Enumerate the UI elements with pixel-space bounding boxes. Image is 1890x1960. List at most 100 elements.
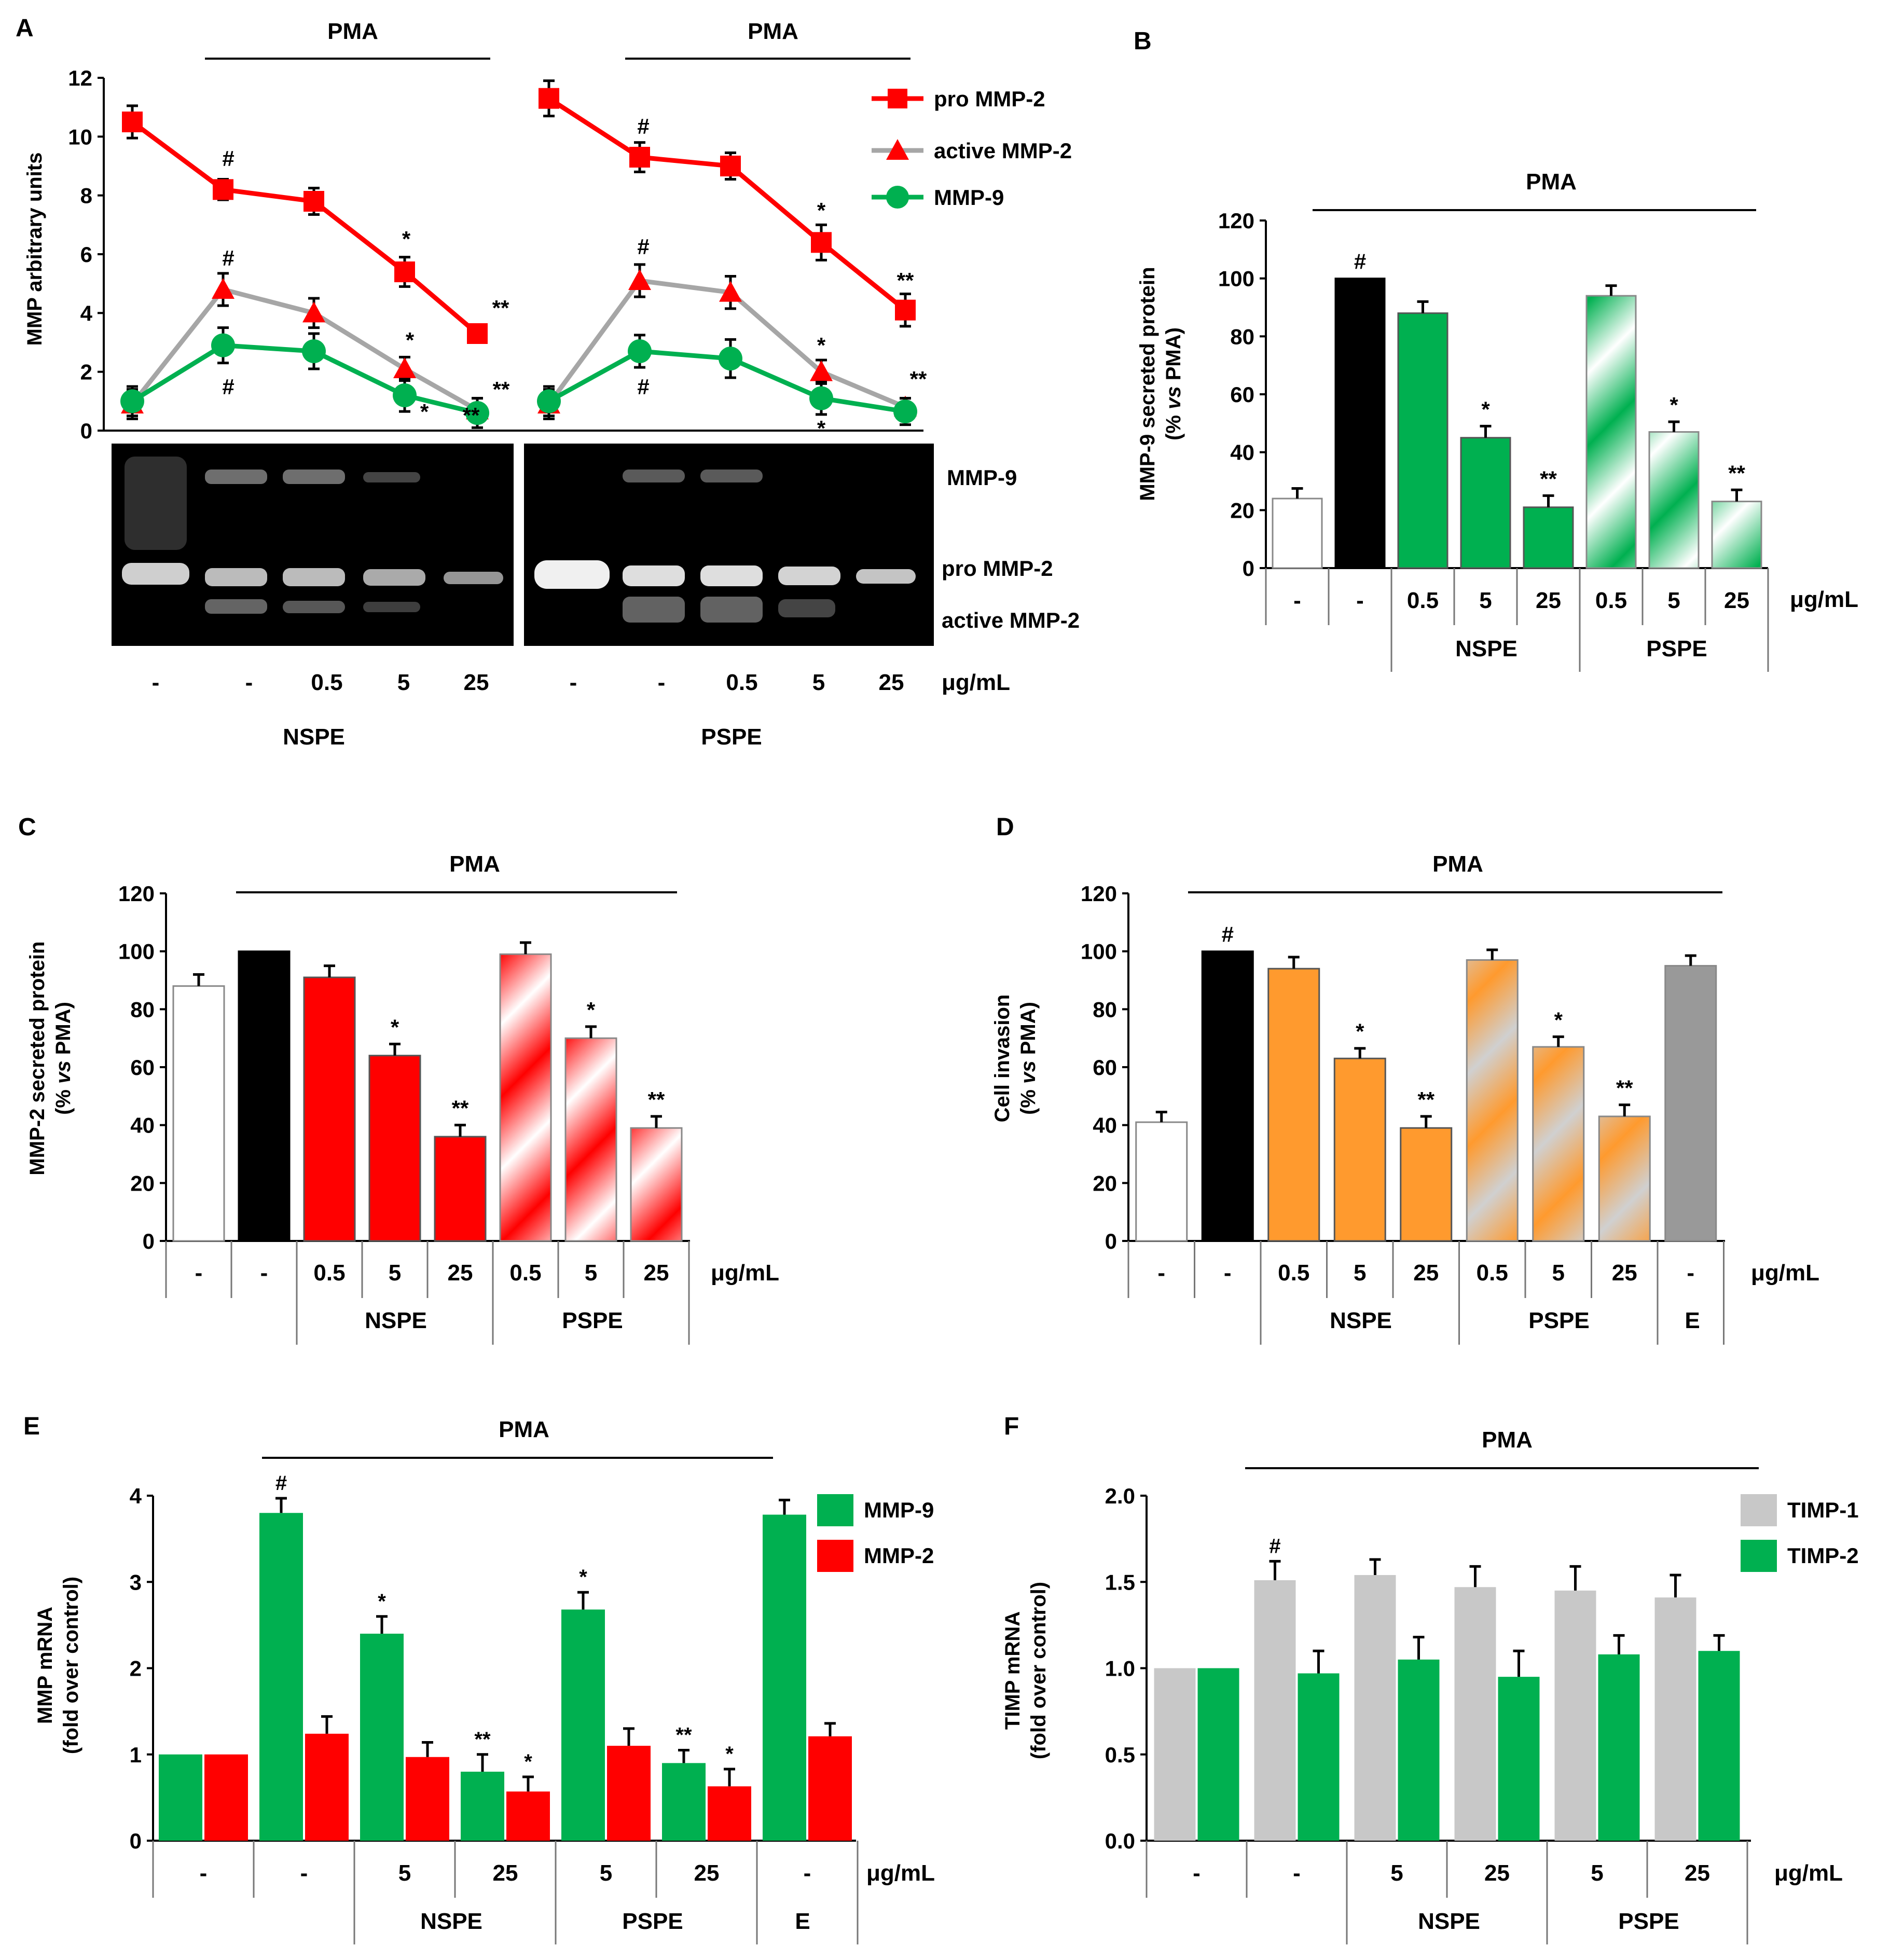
panel-c-letter: C bbox=[18, 813, 36, 841]
x-category-label: 0.5 bbox=[311, 670, 342, 695]
panel-d-ylabel-1: Cell invasion bbox=[991, 995, 1014, 1123]
bar-mmp-9 bbox=[461, 1772, 504, 1841]
significance-label: * bbox=[1481, 397, 1490, 421]
significance-label: # bbox=[1222, 922, 1234, 947]
y-tick-label: 0 bbox=[130, 1829, 142, 1853]
panel-a-nspe: NSPE bbox=[283, 724, 345, 750]
panel-c-ylabel-2: (% vs PMA) bbox=[52, 1002, 75, 1115]
panel-f-nspe: NSPE bbox=[1418, 1909, 1480, 1934]
bar-mmp-2 bbox=[708, 1786, 751, 1841]
x-category-label: - bbox=[570, 670, 577, 695]
bar-timp-1 bbox=[1154, 1668, 1196, 1841]
legend-e-mmp2: MMP-2 bbox=[864, 1543, 934, 1568]
bar bbox=[1532, 1046, 1585, 1242]
x-category-label: 0.5 bbox=[1278, 1260, 1309, 1286]
y-tick-label: 60 bbox=[1093, 1055, 1117, 1080]
significance-label: # bbox=[637, 234, 649, 259]
bar bbox=[1664, 965, 1717, 1242]
panel-a-pspe: PSPE bbox=[701, 724, 762, 750]
bar bbox=[1648, 431, 1700, 569]
significance-label: * bbox=[1554, 1007, 1563, 1032]
x-category-label: - bbox=[804, 1860, 811, 1886]
x-category-label: 5 bbox=[1591, 1860, 1603, 1886]
marker-square bbox=[213, 179, 233, 200]
x-category-label: 25 bbox=[464, 670, 489, 695]
x-category-label: 25 bbox=[1612, 1260, 1637, 1286]
legend-swatch-timp2 bbox=[1741, 1540, 1777, 1572]
legend-f-timp2: TIMP-2 bbox=[1787, 1543, 1859, 1568]
legend-swatch-mmp2 bbox=[817, 1540, 853, 1572]
panel-b-unit: μg/mL bbox=[1790, 587, 1858, 612]
significance-label: ** bbox=[474, 1728, 491, 1751]
marker-square bbox=[394, 261, 415, 282]
significance-label: ** bbox=[648, 1087, 665, 1112]
y-tick-label: 60 bbox=[130, 1055, 155, 1080]
significance-label: * bbox=[391, 1015, 399, 1039]
panel-a-y-ticks: 0 2 4 6 8 10 12 bbox=[68, 66, 104, 443]
panel-e-ylabel-1: MMP mRNA bbox=[34, 1607, 57, 1724]
bar bbox=[1397, 312, 1448, 569]
marker-circle bbox=[628, 339, 652, 363]
panel-a-pma-left: PMA bbox=[327, 19, 378, 44]
bar bbox=[1400, 1127, 1453, 1242]
y-tick-label: 1.0 bbox=[1105, 1657, 1135, 1681]
x-category-label: - bbox=[195, 1260, 203, 1286]
x-category-label: - bbox=[300, 1860, 308, 1886]
panel-c-nspe: NSPE bbox=[365, 1308, 427, 1333]
x-category-label: 0.5 bbox=[1477, 1260, 1508, 1286]
significance-label: ** bbox=[1728, 461, 1745, 485]
x-category-label: 0.5 bbox=[1407, 588, 1439, 613]
y-tick-label: 1.5 bbox=[1105, 1570, 1135, 1594]
x-category-label: - bbox=[1224, 1260, 1232, 1286]
marker-triangle bbox=[810, 360, 833, 381]
significance-label: # bbox=[637, 114, 649, 139]
x-category-label: - bbox=[1687, 1260, 1694, 1286]
panel-b-pma: PMA bbox=[1526, 169, 1577, 195]
legend-mmp9: MMP-9 bbox=[934, 185, 1004, 210]
bar-timp-1 bbox=[1454, 1587, 1496, 1841]
x-category-label: - bbox=[1157, 1260, 1165, 1286]
significance-label: * bbox=[1356, 1019, 1364, 1044]
panel-f-letter: F bbox=[1004, 1413, 1019, 1440]
panel-e-unit: μg/mL bbox=[866, 1860, 935, 1886]
panel-c-chart: 0 20 40 60 80 100 120 - - 0.5 * 5 ** 25 0.5 * 5 ** 25 bbox=[118, 881, 690, 1345]
legend-square-marker bbox=[888, 89, 907, 108]
panel-a-legend: pro MMP-2 active MMP-2 MMP-9 bbox=[872, 87, 1072, 210]
series-line-pro-mmp-2 bbox=[131, 120, 479, 336]
y-tick-label: 20 bbox=[1093, 1171, 1117, 1195]
bar-timp-2 bbox=[1298, 1673, 1340, 1841]
panel-d-e: E bbox=[1685, 1308, 1700, 1333]
bar-mmp-2 bbox=[204, 1754, 248, 1841]
bar bbox=[1135, 1121, 1188, 1242]
panel-f-ylabel-1: TIMP mRNA bbox=[1001, 1611, 1024, 1730]
bar-mmp-2 bbox=[305, 1733, 349, 1841]
panel-e-legend: MMP-9 MMP-2 bbox=[817, 1494, 934, 1572]
y-tick-label: 4 bbox=[130, 1484, 142, 1508]
x-category-label: 25 bbox=[879, 670, 904, 695]
bar-mmp-2 bbox=[808, 1736, 852, 1841]
bar bbox=[1333, 1057, 1386, 1242]
y-tick-label: 80 bbox=[1093, 997, 1117, 1022]
x-category-label: 0.5 bbox=[509, 1260, 541, 1286]
panel-d: D PMA Cell invasion (% vs PMA) 0 20 40 60 80… bbox=[991, 813, 1819, 1345]
significance-label: ** bbox=[910, 367, 927, 391]
bar-timp-2 bbox=[1197, 1668, 1239, 1841]
marker-circle bbox=[537, 389, 561, 413]
marker-circle bbox=[211, 333, 235, 357]
legend-active-mmp2: active MMP-2 bbox=[934, 139, 1072, 163]
bar bbox=[238, 950, 291, 1242]
panel-b-chart: 0 20 40 60 80 100 120 - # - 0.5 * 5 ** 25 0.5 * 5 ** 25 bbox=[1218, 209, 1769, 672]
significance-label: * bbox=[406, 328, 415, 352]
y-tick-label: 0 bbox=[1105, 1229, 1117, 1253]
bar-timp-1 bbox=[1254, 1580, 1296, 1841]
y-tick-label: 40 bbox=[130, 1113, 155, 1138]
panel-e-pma: PMA bbox=[499, 1417, 549, 1442]
y-tick-label: 80 bbox=[130, 997, 155, 1022]
x-category-label: - bbox=[1293, 1860, 1301, 1886]
y-tick-label: 40 bbox=[1093, 1113, 1117, 1138]
panel-f-pma: PMA bbox=[1482, 1427, 1533, 1453]
panel-d-chart: 0 20 40 60 80 100 120 - # - 0.5 * 5 ** 25 0.5 * 5 ** 25 - bbox=[1081, 881, 1725, 1345]
panel-a-letter: A bbox=[16, 15, 34, 42]
significance-label: * bbox=[817, 198, 826, 223]
marker-triangle bbox=[393, 357, 416, 378]
